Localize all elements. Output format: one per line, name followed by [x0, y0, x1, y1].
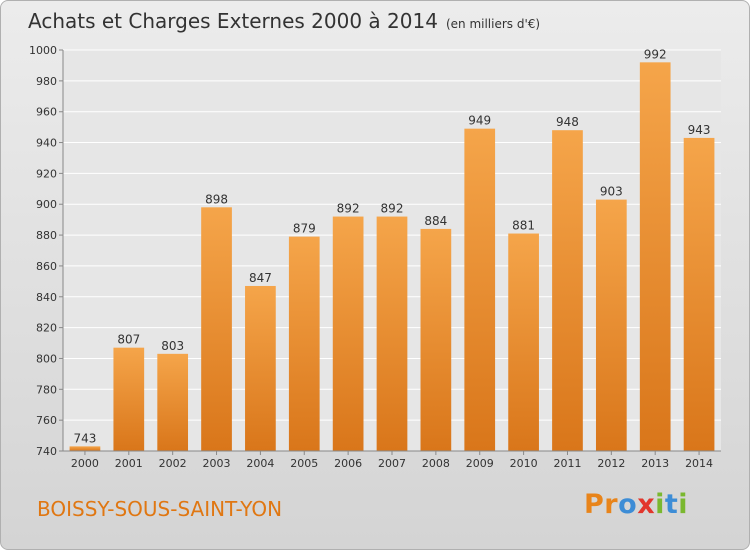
bar-value-label: 743 — [73, 431, 96, 445]
chart-subtitle: (en milliers d'€) — [445, 17, 541, 31]
bar-value-label: 943 — [688, 123, 711, 137]
x-tick-label: 2006 — [334, 457, 362, 470]
bar — [420, 228, 452, 451]
x-tick-label: 2003 — [203, 457, 231, 470]
logo-letter: i — [678, 489, 689, 520]
y-tick-label: 800 — [36, 352, 57, 365]
bar-value-label: 992 — [644, 47, 667, 61]
proxiti-logo: Proxiti — [584, 489, 688, 520]
x-tick-label: 2001 — [115, 457, 143, 470]
bar-value-label: 903 — [600, 185, 623, 199]
x-tick-label: 2011 — [553, 457, 581, 470]
x-tick-label: 2014 — [685, 457, 713, 470]
logo-letter: i — [655, 489, 665, 520]
bar — [595, 199, 627, 451]
y-tick-label: 1000 — [29, 44, 57, 57]
x-tick-label: 2013 — [641, 457, 669, 470]
y-tick-label: 900 — [36, 198, 57, 211]
place-name: BOISSY-SOUS-SAINT-YON — [37, 497, 283, 521]
y-tick-label: 760 — [36, 414, 57, 427]
y-tick-label: 980 — [36, 75, 57, 88]
bar-value-label: 847 — [249, 271, 272, 285]
bar — [157, 353, 189, 451]
y-tick-label: 940 — [36, 137, 57, 150]
x-tick-label: 2004 — [246, 457, 274, 470]
bar — [552, 130, 583, 451]
x-tick-label: 2000 — [71, 457, 99, 470]
chart-title: Achats et Charges Externes 2000 à 2014 (e… — [28, 9, 540, 33]
bar — [376, 216, 408, 451]
x-tick-label: 2008 — [422, 457, 450, 470]
bar-value-label: 879 — [293, 222, 316, 236]
bar — [639, 62, 671, 451]
bar-value-label: 884 — [424, 214, 447, 228]
x-tick-label: 2002 — [159, 457, 187, 470]
logo-letter: P — [584, 489, 605, 520]
logo-letter: o — [618, 489, 638, 520]
bar — [288, 236, 320, 451]
x-tick-label: 2010 — [510, 457, 538, 470]
bar — [508, 233, 539, 451]
x-tick-label: 2012 — [597, 457, 625, 470]
chart-title-text: Achats et Charges Externes 2000 à 2014 — [28, 9, 438, 33]
y-tick-label: 780 — [36, 383, 57, 396]
bar-value-label: 948 — [556, 115, 579, 129]
x-tick-label: 2009 — [466, 457, 494, 470]
x-tick-label: 2007 — [378, 457, 406, 470]
bar-value-label: 949 — [468, 114, 491, 128]
y-tick-label: 840 — [36, 291, 57, 304]
bar — [113, 347, 145, 451]
bar-value-label: 892 — [381, 202, 404, 216]
bar-value-label: 803 — [161, 339, 184, 353]
y-tick-label: 960 — [36, 106, 57, 119]
y-tick-label: 880 — [36, 229, 57, 242]
y-tick-label: 860 — [36, 260, 57, 273]
x-tick-label: 2005 — [290, 457, 318, 470]
bar — [683, 137, 715, 451]
y-tick-label: 820 — [36, 322, 57, 335]
bar — [245, 285, 276, 451]
logo-letter: x — [637, 489, 656, 520]
bar-value-label: 881 — [512, 219, 535, 233]
logo-letter: r — [604, 489, 619, 520]
bar — [464, 128, 496, 451]
bar-value-label: 898 — [205, 192, 228, 206]
y-tick-label: 740 — [36, 445, 57, 458]
bar — [201, 207, 232, 451]
y-tick-label: 920 — [36, 167, 57, 180]
bar-value-label: 807 — [117, 333, 140, 347]
bar — [69, 446, 101, 451]
bar-value-label: 892 — [337, 202, 360, 216]
bar — [332, 216, 364, 451]
logo-letter: t — [664, 489, 679, 520]
